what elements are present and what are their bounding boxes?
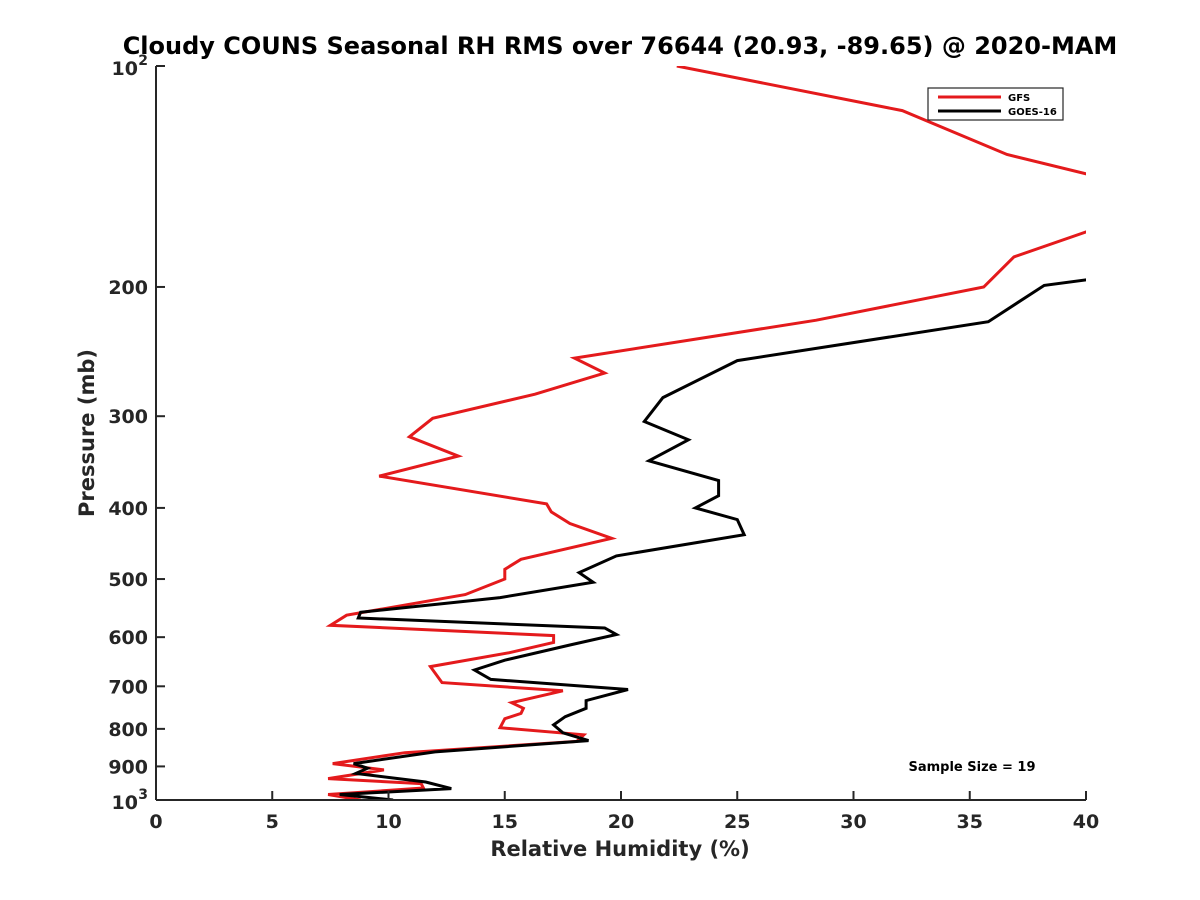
x-tick-label: 40 (1073, 811, 1099, 833)
y-tick-label-exponent: 3 (138, 787, 148, 803)
y-tick-label: 600 (108, 627, 148, 649)
legend-box (927, 87, 1064, 121)
y-tick-label: 700 (108, 676, 148, 698)
series-line-gfs (325, 66, 1086, 800)
x-tick-label: 5 (266, 811, 279, 833)
y-tick-label: 400 (108, 498, 148, 520)
y-tick-label: 200 (108, 277, 148, 299)
y-tick-label-power: 310 (112, 787, 148, 814)
y-tick-label-exponent: 2 (138, 53, 148, 69)
y-tick-label: 800 (108, 719, 148, 741)
y-tick-label: 900 (108, 756, 148, 778)
axes-layer: 0 5 10 15 20 25 30 35 40210200300400500600700800… (108, 53, 1099, 833)
x-tick-label: 15 (492, 811, 518, 833)
legend-label-gfs: GFS (1008, 93, 1030, 104)
series-line-goes-16 (339, 278, 1086, 800)
x-axis-title: Relative Humidity (%) (490, 837, 749, 861)
y-tick-label: 500 (108, 569, 148, 591)
chart-title: Cloudy COUNS Seasonal RH RMS over 76644 … (123, 32, 1118, 60)
y-axis-title: Pressure (mb) (75, 349, 99, 517)
sample-size-annotation: Sample Size = 19 (908, 760, 1035, 775)
y-tick-label-base: 10 (112, 792, 138, 814)
x-tick-label: 20 (608, 811, 634, 833)
x-tick-label: 0 (149, 811, 162, 833)
series-layer (325, 66, 1086, 800)
x-tick-label: 30 (840, 811, 866, 833)
legend: GFS GOES-16 (927, 87, 1064, 121)
y-tick-label-base: 10 (112, 58, 138, 80)
legend-label-goes-16: GOES-16 (1008, 107, 1057, 118)
x-tick-label: 10 (375, 811, 401, 833)
y-tick-label: 300 (108, 406, 148, 428)
x-tick-label: 25 (724, 811, 750, 833)
y-tick-label-power: 210 (112, 53, 148, 80)
x-tick-label: 35 (957, 811, 983, 833)
